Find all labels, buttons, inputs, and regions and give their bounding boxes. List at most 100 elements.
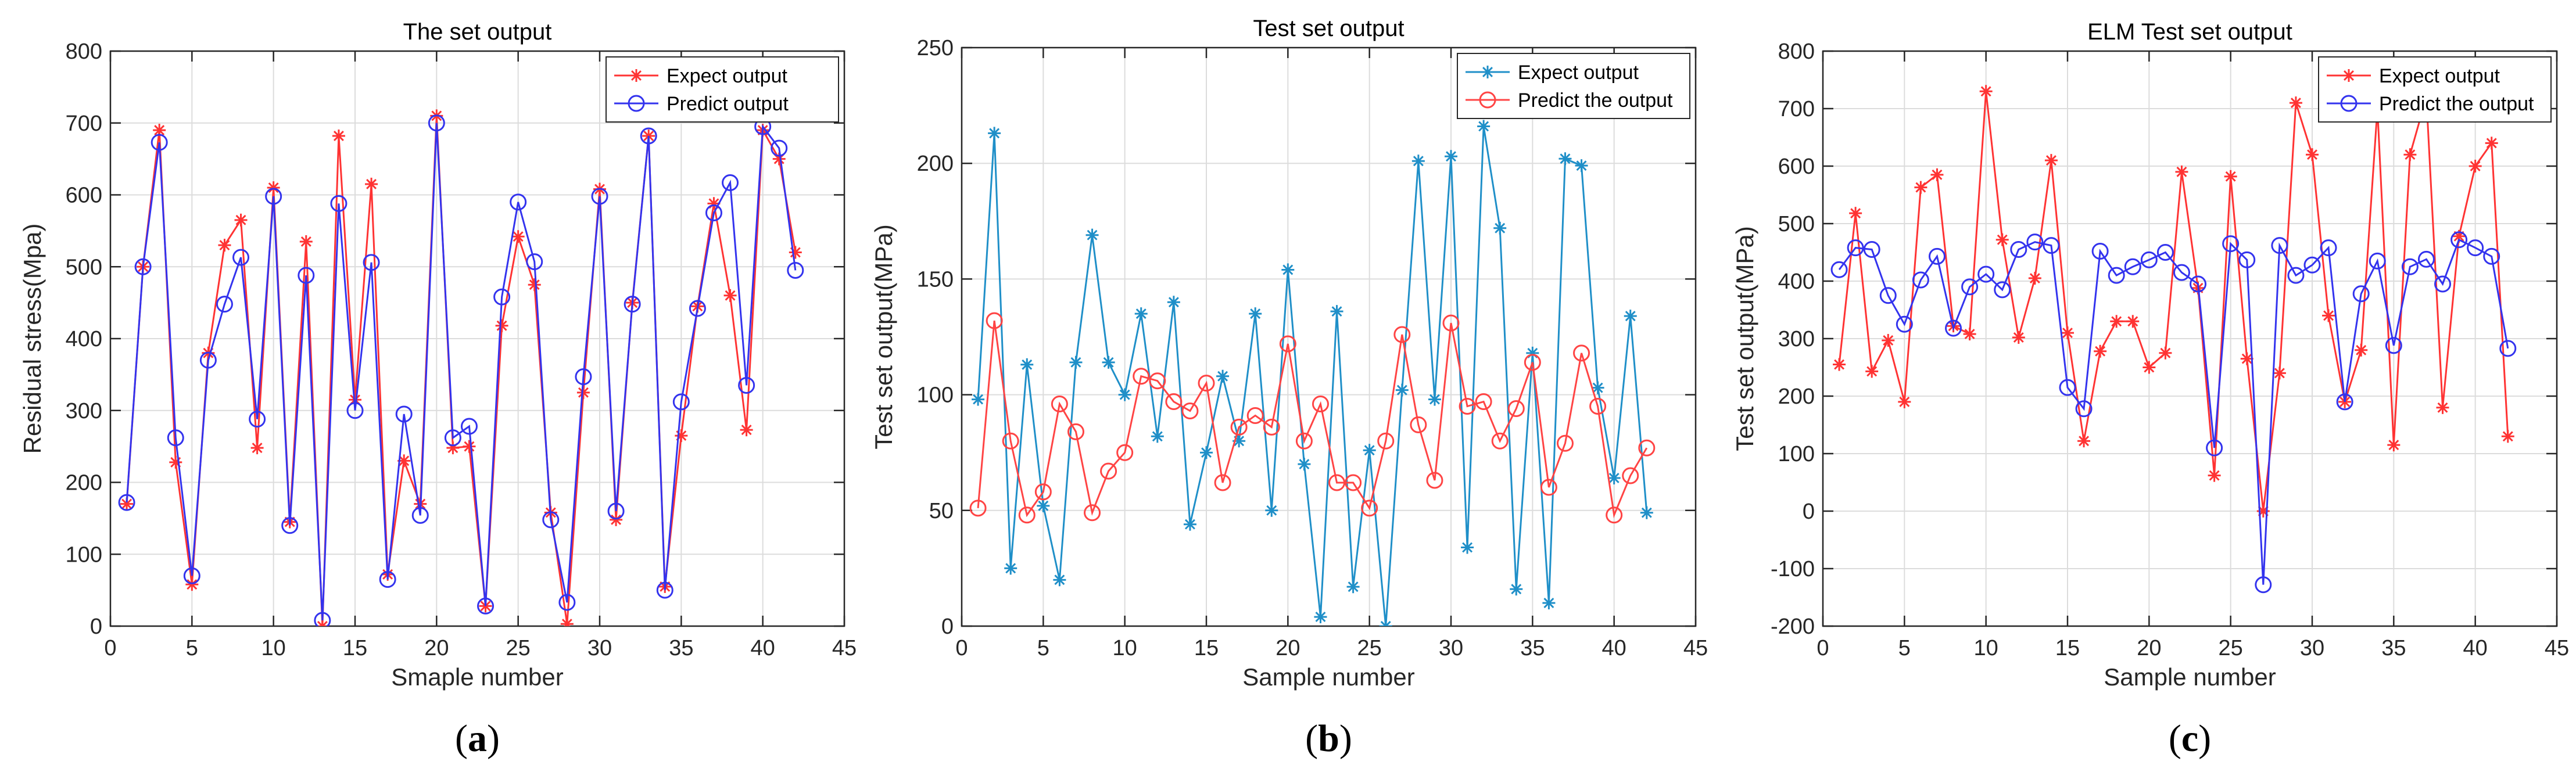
data-point	[463, 440, 476, 453]
legend-label: Predict the output	[1518, 89, 1673, 112]
data-point	[1165, 393, 1183, 411]
data-point	[2322, 309, 2335, 322]
data-point	[249, 411, 266, 428]
data-point	[2255, 576, 2272, 594]
data-point	[2501, 430, 2514, 443]
series-2	[969, 312, 1656, 524]
x-tick-label: 15	[1194, 636, 1219, 660]
data-point	[1116, 444, 1134, 461]
legend-marker	[630, 69, 643, 82]
x-tick-label: 10	[1113, 636, 1137, 660]
data-point	[267, 181, 280, 195]
data-point	[167, 429, 184, 447]
data-point	[1345, 474, 1362, 491]
data-point	[1198, 375, 1215, 392]
x-axis-label: Sample number	[2104, 663, 2276, 691]
data-point	[460, 418, 478, 435]
data-point	[1928, 247, 1946, 265]
data-point	[2190, 275, 2207, 293]
data-point	[607, 502, 625, 520]
y-tick-label: 200	[917, 152, 954, 176]
x-tick-label: 0	[104, 636, 116, 660]
data-point	[1556, 434, 1574, 452]
data-point	[265, 188, 282, 205]
data-point	[1912, 271, 1929, 289]
legend: Expect output Predict the output	[2318, 56, 2552, 123]
data-point	[1004, 562, 1017, 575]
data-point	[528, 278, 541, 292]
y-axis-label: Test set output(MPa)	[1731, 226, 1758, 451]
data-point	[1847, 239, 1864, 257]
data-point	[672, 393, 690, 411]
legend-marker	[2340, 95, 2358, 112]
data-point	[151, 134, 168, 151]
data-point	[656, 581, 673, 599]
data-point	[640, 127, 657, 145]
data-point	[2385, 337, 2402, 354]
data-point	[118, 494, 135, 511]
data-point	[969, 500, 987, 517]
data-point	[395, 405, 413, 423]
data-point	[1542, 596, 1556, 610]
series-1	[972, 120, 1653, 626]
y-tick-label: 700	[1778, 97, 1815, 121]
chart-panel-a: 0 5 10 15 20 25 30 35 40 45 0 100 200 300 400 500 600 700…	[19, 19, 857, 760]
x-axis-label: Sample number	[1242, 663, 1414, 691]
data-point	[1491, 432, 1509, 450]
data-point	[1507, 400, 1525, 418]
series-line	[977, 126, 1648, 626]
data-point	[1524, 354, 1541, 371]
grid	[962, 48, 1696, 626]
data-point	[1426, 472, 1443, 489]
data-point	[2028, 272, 2041, 285]
data-point	[1459, 398, 1476, 415]
y-tick-label: 200	[1778, 384, 1815, 409]
data-point	[1312, 396, 1329, 413]
x-tick-label: 5	[186, 636, 198, 660]
x-tick-label: 35	[669, 636, 693, 660]
y-axis-label: Residual stress(Mpa)	[19, 224, 46, 454]
data-point	[2401, 258, 2419, 275]
data-point	[1279, 335, 1296, 353]
data-point	[316, 620, 329, 626]
data-point	[988, 127, 1001, 140]
data-point	[1624, 310, 1637, 323]
data-point	[411, 506, 429, 524]
x-tick-label: 20	[1276, 636, 1300, 660]
data-point	[1575, 159, 1588, 173]
data-point	[1133, 368, 1150, 385]
data-point	[2126, 315, 2140, 328]
y-tick-label: 50	[929, 499, 954, 523]
x-tick-label: 35	[2381, 636, 2406, 660]
legend-label: Expect output	[2379, 65, 2500, 87]
data-point	[2450, 231, 2468, 249]
x-tick-label: 40	[1602, 636, 1626, 660]
data-point	[2355, 343, 2368, 357]
x-tick-label: 25	[1357, 636, 1382, 660]
data-point	[2043, 237, 2060, 254]
data-point	[2156, 244, 2174, 261]
panel-label: (a)	[455, 717, 500, 760]
x-tick-label: 5	[1037, 636, 1049, 660]
x-tick-label: 30	[587, 636, 612, 660]
data-point	[332, 130, 345, 143]
x-tick-label: 40	[2463, 636, 2488, 660]
data-point	[1510, 583, 1523, 596]
data-point	[1328, 474, 1346, 491]
data-point	[1961, 278, 1979, 296]
legend-label: Predict output	[667, 93, 789, 115]
chart-title: ELM Test set output	[2087, 19, 2292, 45]
data-point	[1445, 150, 1457, 163]
data-point	[2075, 400, 2093, 418]
data-point	[2061, 326, 2074, 340]
data-point	[1995, 233, 2009, 246]
y-tick-label: 400	[66, 327, 102, 351]
y-tick-label: 250	[917, 36, 954, 60]
data-point	[1395, 383, 1409, 397]
data-point	[134, 258, 152, 275]
y-tick-label: 100	[917, 383, 954, 408]
data-point	[610, 513, 623, 526]
y-tick-label: 300	[1778, 327, 1815, 351]
data-point	[2012, 331, 2025, 344]
